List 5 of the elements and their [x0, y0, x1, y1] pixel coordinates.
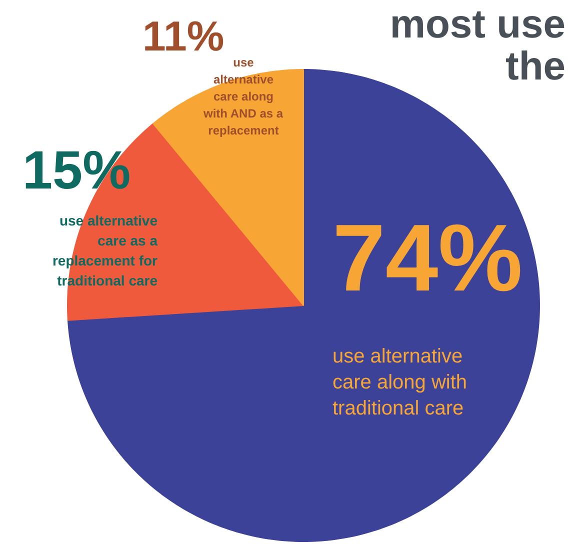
data-label: 74% [332, 206, 523, 312]
slice-label: use alternative care along with traditional care [332, 346, 468, 420]
data-label: 11% [142, 12, 224, 60]
text: the [506, 44, 566, 88]
text: most use [390, 2, 566, 46]
